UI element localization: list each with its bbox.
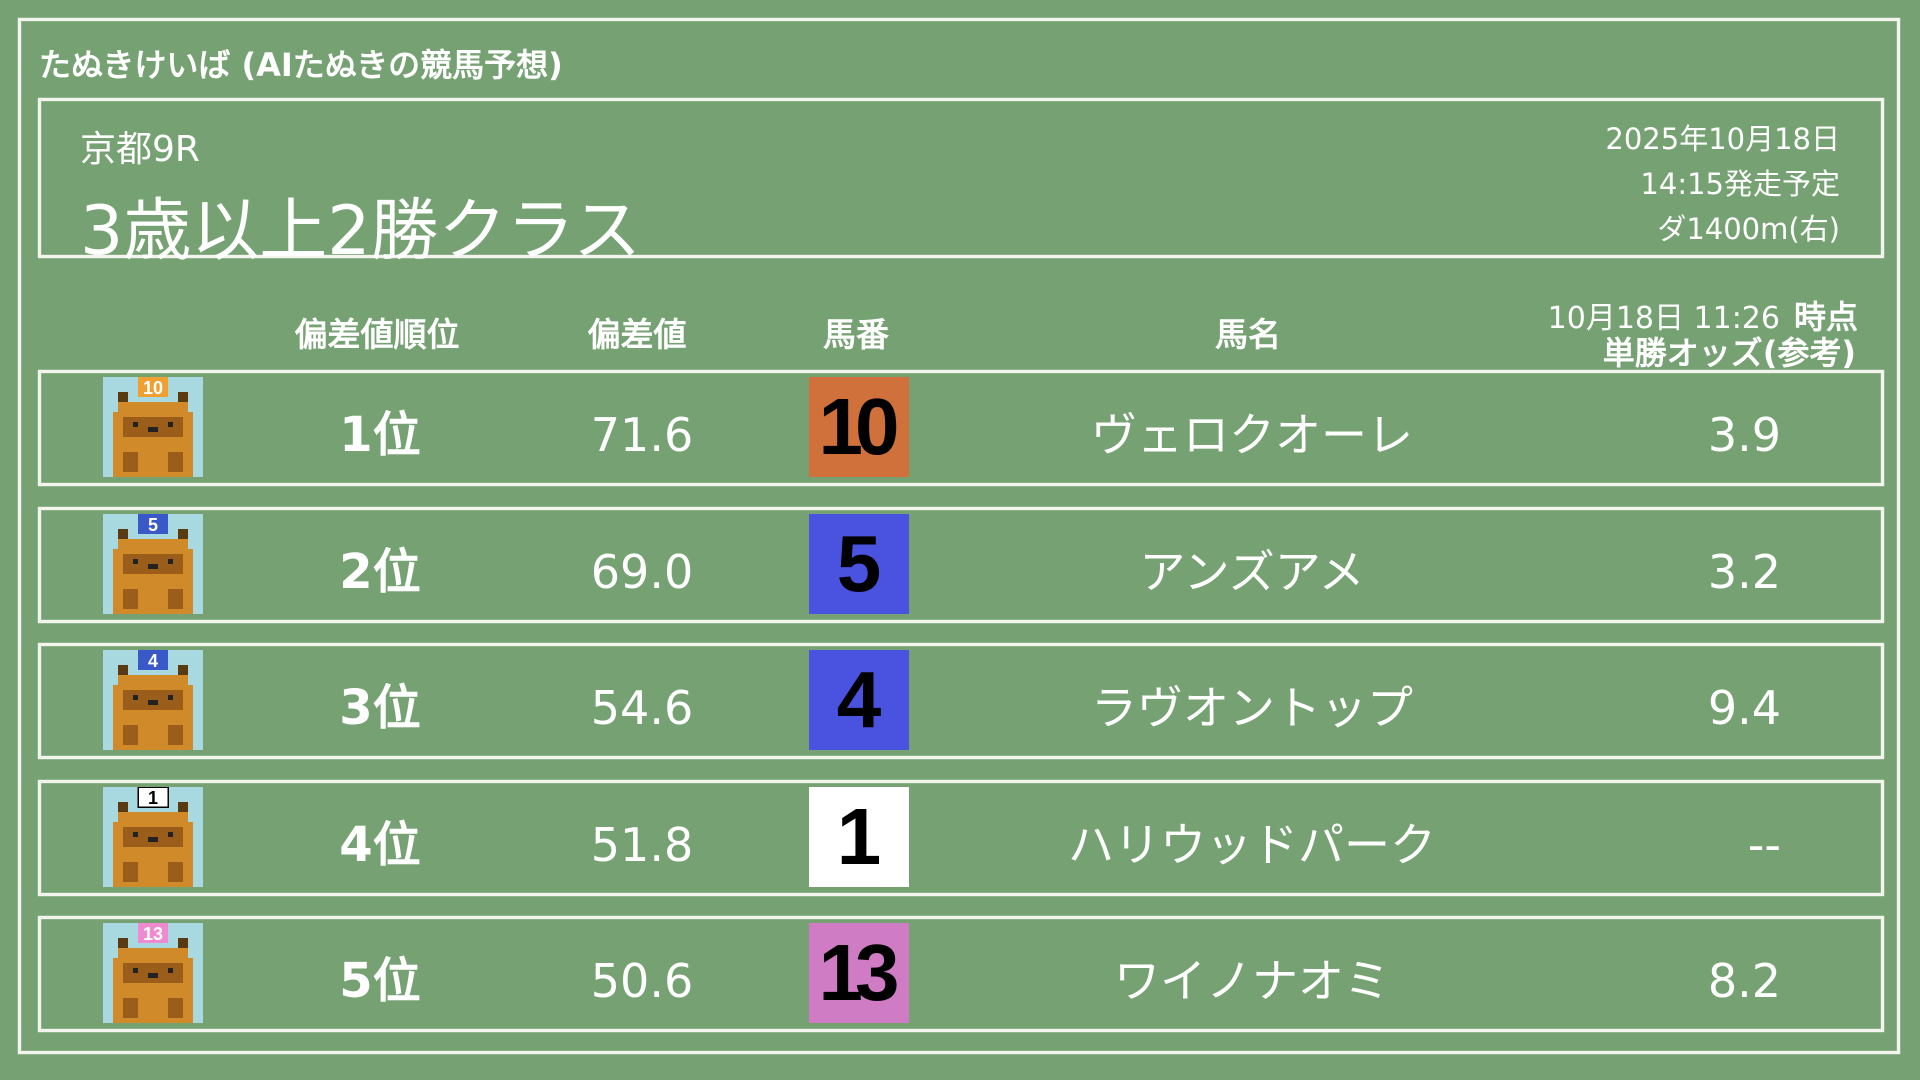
horse-name: アンズアメ <box>1139 544 1365 599</box>
tanuki-avatar-icon: 13 <box>103 923 203 1023</box>
win-odds: 3.2 <box>1707 544 1781 599</box>
horse-number: 5 <box>836 518 881 608</box>
tanuki-avatar-icon: 10 <box>103 377 203 477</box>
horse-number: 10 <box>818 382 900 471</box>
win-odds: 9.4 <box>1707 681 1781 735</box>
horse-number: 4 <box>836 655 881 744</box>
horse-number-badge: 4 <box>809 650 909 750</box>
horse-number-badge: 10 <box>809 377 909 477</box>
horse-number: 13 <box>818 928 900 1017</box>
jockey-cap <box>138 513 168 534</box>
tanuki-avatar-icon: 1 <box>103 786 203 887</box>
svg-text:1: 1 <box>148 788 158 808</box>
horse-name: ラヴオントップ <box>1091 681 1413 735</box>
table-row: 4 3位 54.6 4 ラヴオントップ 9.4 <box>38 643 1884 759</box>
horse-number-badge: 5 <box>809 513 909 614</box>
column-header-rank: 偏差値順位 <box>294 315 460 354</box>
jockey-cap <box>138 650 168 670</box>
score: 71.6 <box>590 408 694 462</box>
rank: 4位 <box>339 816 421 873</box>
column-header-score: 偏差値 <box>587 315 687 354</box>
race-start-time: 14:15発走予定 <box>1640 167 1840 201</box>
odds-time: 10月18日 11:26 <box>1547 301 1780 336</box>
horse-name: ヴェロクオーレ <box>1091 408 1413 462</box>
rank: 1位 <box>339 407 421 463</box>
tanuki-avatar-icon: 4 <box>103 650 203 750</box>
board-frame <box>18 18 1900 1054</box>
rank: 2位 <box>339 543 421 600</box>
jockey-cap <box>138 377 168 397</box>
race-venue-round: 京都9R <box>80 129 200 170</box>
jockey-cap <box>137 786 169 808</box>
score: 54.6 <box>590 681 694 735</box>
horse-number-badge: 1 <box>809 786 909 887</box>
svg-text:10: 10 <box>143 378 163 398</box>
column-header-name: 馬名 <box>1215 315 1281 354</box>
jockey-cap <box>138 923 168 943</box>
race-name: 3歳以上2勝クラス <box>80 192 642 271</box>
table-row: 1 4位 51.8 1 ハリウッドパーク -- <box>38 779 1884 896</box>
horse-number: 1 <box>836 791 881 881</box>
win-odds: 8.2 <box>1707 954 1781 1008</box>
column-header-odds: 単勝オッズ(参考) <box>1602 334 1856 372</box>
svg-text:5: 5 <box>148 515 158 535</box>
column-header-number: 馬番 <box>823 315 889 354</box>
tanuki-avatar-icon: 5 <box>103 513 203 614</box>
svg-text:13: 13 <box>143 924 163 944</box>
rank: 3位 <box>339 680 421 736</box>
table-row: 5 2位 69.0 5 アンズアメ 3.2 <box>38 506 1884 623</box>
race-course: ダ1400m(右) <box>1657 212 1840 246</box>
horse-name: ワイノナオミ <box>1114 954 1390 1008</box>
race-date: 2025年10月18日 <box>1605 122 1840 156</box>
score: 50.6 <box>590 954 694 1008</box>
horse-number-badge: 13 <box>809 923 909 1023</box>
odds-timestamp: 10月18日 11:26 時点 <box>1548 292 1858 338</box>
race-header <box>38 98 1884 258</box>
rank: 5位 <box>339 953 421 1009</box>
table-row: 10 1位 71.6 10 ヴェロクオーレ 3.9 <box>38 370 1884 486</box>
odds-time-suffix: 時点 <box>1793 298 1858 336</box>
score: 51.8 <box>590 817 694 872</box>
win-odds: 3.9 <box>1707 408 1781 462</box>
table-row: 13 5位 50.6 13 ワイノナオミ 8.2 <box>38 916 1884 1032</box>
svg-text:4: 4 <box>148 651 158 671</box>
horse-name: ハリウッドパーク <box>1068 817 1436 872</box>
win-odds: -- <box>1747 817 1781 872</box>
app-title: たぬきけいば (AIたぬきの競馬予想) <box>39 46 563 84</box>
score: 69.0 <box>590 544 694 599</box>
